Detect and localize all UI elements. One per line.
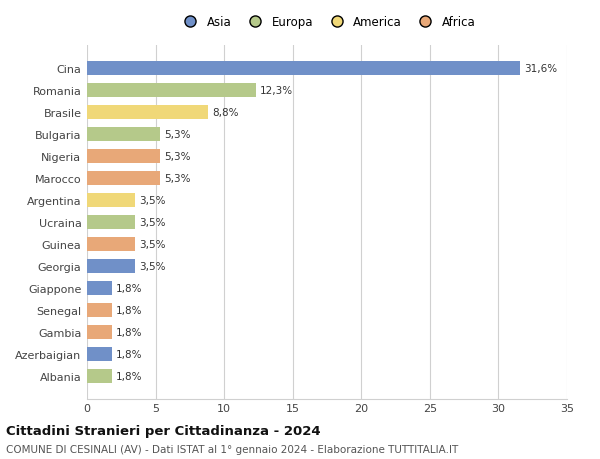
- Bar: [87, 304, 112, 317]
- Text: 3,5%: 3,5%: [139, 196, 166, 206]
- Bar: [87, 282, 112, 295]
- Text: 3,5%: 3,5%: [139, 218, 166, 228]
- Bar: [87, 84, 256, 98]
- Text: 31,6%: 31,6%: [524, 64, 557, 74]
- Text: 1,8%: 1,8%: [116, 306, 142, 315]
- Bar: [87, 62, 520, 76]
- Text: Cittadini Stranieri per Cittadinanza - 2024: Cittadini Stranieri per Cittadinanza - 2…: [6, 425, 320, 437]
- Text: 5,3%: 5,3%: [164, 130, 190, 140]
- Bar: [87, 194, 135, 207]
- Text: 12,3%: 12,3%: [260, 86, 293, 96]
- Bar: [87, 347, 112, 361]
- Bar: [87, 326, 112, 339]
- Text: 1,8%: 1,8%: [116, 328, 142, 337]
- Text: COMUNE DI CESINALI (AV) - Dati ISTAT al 1° gennaio 2024 - Elaborazione TUTTITALI: COMUNE DI CESINALI (AV) - Dati ISTAT al …: [6, 444, 458, 454]
- Text: 8,8%: 8,8%: [212, 108, 238, 118]
- Legend: Asia, Europa, America, Africa: Asia, Europa, America, Africa: [173, 11, 481, 34]
- Text: 3,5%: 3,5%: [139, 262, 166, 272]
- Bar: [87, 106, 208, 119]
- Bar: [87, 260, 135, 274]
- Text: 1,8%: 1,8%: [116, 284, 142, 294]
- Text: 5,3%: 5,3%: [164, 174, 190, 184]
- Bar: [87, 369, 112, 383]
- Bar: [87, 238, 135, 252]
- Text: 1,8%: 1,8%: [116, 371, 142, 381]
- Bar: [87, 150, 160, 163]
- Bar: [87, 172, 160, 185]
- Bar: [87, 216, 135, 230]
- Text: 5,3%: 5,3%: [164, 151, 190, 162]
- Text: 1,8%: 1,8%: [116, 349, 142, 359]
- Bar: [87, 128, 160, 141]
- Text: 3,5%: 3,5%: [139, 240, 166, 250]
